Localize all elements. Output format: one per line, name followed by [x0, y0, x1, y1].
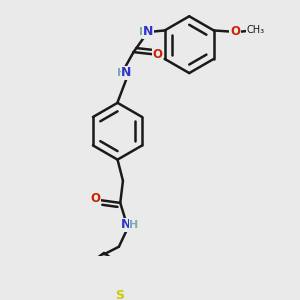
- Text: N: N: [121, 218, 131, 231]
- Text: H: H: [139, 26, 148, 37]
- Text: H: H: [117, 68, 127, 78]
- Text: O: O: [153, 48, 163, 61]
- Text: O: O: [230, 25, 240, 38]
- Text: N: N: [121, 66, 132, 79]
- Text: CH₃: CH₃: [246, 26, 264, 35]
- Text: O: O: [90, 191, 100, 205]
- Text: H: H: [129, 220, 139, 230]
- Text: N: N: [143, 25, 153, 38]
- Text: S: S: [115, 289, 124, 300]
